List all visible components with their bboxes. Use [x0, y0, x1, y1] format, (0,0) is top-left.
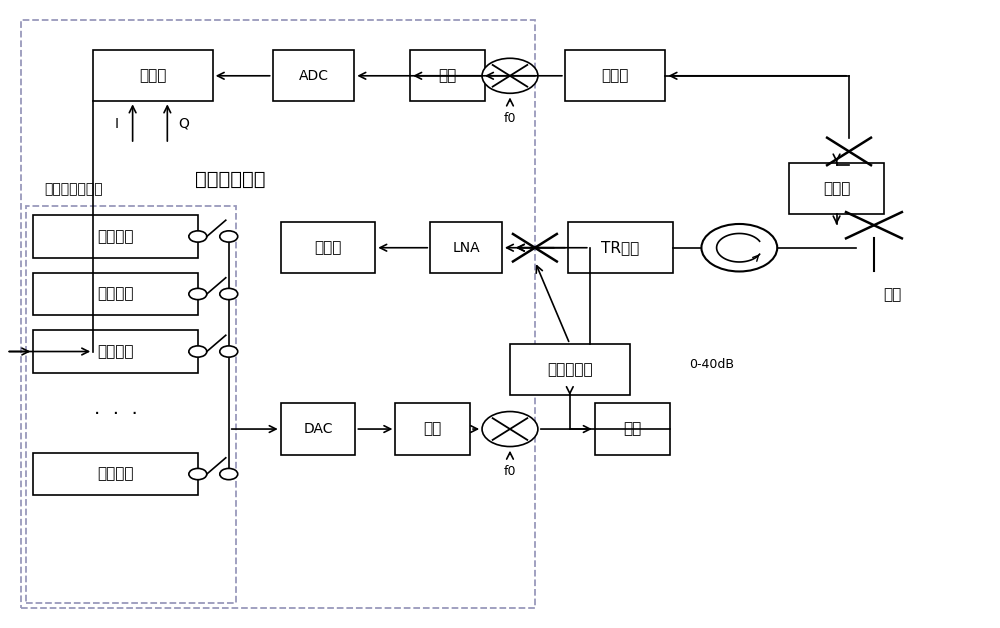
- Bar: [93, 50, 213, 102]
- Circle shape: [220, 468, 238, 480]
- Circle shape: [482, 58, 538, 94]
- Circle shape: [220, 231, 238, 242]
- Bar: [565, 50, 665, 102]
- Text: TR开关: TR开关: [601, 241, 639, 255]
- Bar: [568, 222, 673, 273]
- Bar: [33, 215, 198, 257]
- Bar: [33, 330, 198, 373]
- Text: 0-40dB: 0-40dB: [689, 357, 734, 371]
- Bar: [21, 20, 535, 608]
- Text: 滤波: 滤波: [623, 421, 641, 436]
- Text: I: I: [115, 117, 119, 131]
- Text: LNA: LNA: [452, 241, 480, 255]
- Circle shape: [189, 288, 207, 300]
- Bar: [410, 50, 485, 102]
- Text: Q: Q: [178, 117, 189, 131]
- Text: 标定信号处理器: 标定信号处理器: [44, 182, 103, 196]
- Text: 数字标定单元: 数字标定单元: [196, 170, 266, 189]
- Text: 复调制: 复调制: [139, 68, 167, 84]
- Bar: [281, 222, 375, 273]
- Circle shape: [189, 231, 207, 242]
- Bar: [395, 403, 470, 455]
- Bar: [510, 344, 630, 395]
- Text: 接收机: 接收机: [314, 241, 342, 255]
- Text: 频谱信号: 频谱信号: [97, 467, 134, 482]
- Bar: [273, 50, 354, 102]
- Bar: [595, 403, 670, 455]
- Circle shape: [189, 468, 207, 480]
- Circle shape: [482, 411, 538, 447]
- Text: DAC: DAC: [303, 422, 333, 436]
- Text: 滤波: 滤波: [424, 421, 442, 436]
- Text: 高斯噪声: 高斯噪声: [97, 229, 134, 244]
- Text: 连续波源: 连续波源: [97, 286, 134, 301]
- Text: f0: f0: [504, 465, 516, 478]
- Circle shape: [189, 346, 207, 357]
- Bar: [33, 273, 198, 315]
- Circle shape: [701, 224, 777, 271]
- Text: 天线: 天线: [883, 287, 901, 302]
- Bar: [26, 206, 236, 603]
- Text: f0: f0: [504, 112, 516, 125]
- Text: ·  ·  ·: · · ·: [94, 404, 138, 423]
- Text: 固定衰减器: 固定衰减器: [547, 362, 593, 377]
- Text: 滤波: 滤波: [439, 68, 457, 84]
- Bar: [33, 453, 198, 495]
- Bar: [281, 403, 355, 455]
- Text: 衰减器: 衰减器: [601, 68, 628, 84]
- Bar: [789, 163, 884, 214]
- Circle shape: [220, 288, 238, 300]
- Circle shape: [220, 346, 238, 357]
- Text: ADC: ADC: [299, 69, 329, 83]
- Bar: [430, 222, 502, 273]
- Text: 脉冲信号: 脉冲信号: [97, 344, 134, 359]
- Text: 发射机: 发射机: [823, 181, 850, 196]
